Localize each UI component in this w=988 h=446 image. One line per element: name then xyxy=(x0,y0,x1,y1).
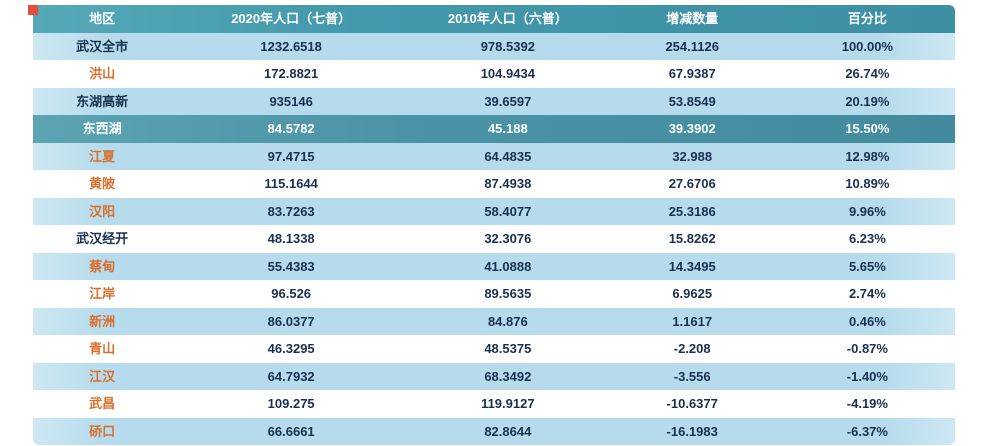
cell-change: 1.1617 xyxy=(672,313,713,329)
cell-change: -16.1983 xyxy=(666,423,718,439)
table-row: 江岸 96.526 89.5635 6.9625 2.74% xyxy=(33,280,955,308)
cell-percent: 5.65% xyxy=(848,258,886,274)
cell-pop-2020: 84.5782 xyxy=(267,121,315,136)
cell-region: 江岸 xyxy=(89,286,116,301)
cell-region: 东西湖 xyxy=(82,121,122,136)
cell-percent: 20.19% xyxy=(845,93,890,109)
cell-pop-2010: 39.6597 xyxy=(484,93,532,109)
cell-change: -2.208 xyxy=(673,341,711,356)
cell-percent: 9.96% xyxy=(848,203,886,219)
table-row: 武昌 109.275 119.9127 -10.6377 -4.19% xyxy=(33,390,955,418)
table-row: 武汉全市 1232.6518 978.5392 254.1126 100.00% xyxy=(33,32,955,60)
legend-marker-red-square xyxy=(28,5,38,15)
cell-percent: 0.46% xyxy=(848,313,886,329)
cell-pop-2010: 104.9434 xyxy=(480,66,535,81)
cell-region: 硚口 xyxy=(89,423,116,439)
cell-region: 武汉全市 xyxy=(76,38,129,54)
cell-pop-2020: 935146 xyxy=(269,93,313,109)
cell-pop-2010: 978.5392 xyxy=(480,38,535,54)
header-percent: 百分比 xyxy=(847,11,887,26)
cell-change: 254.1126 xyxy=(665,38,719,54)
cell-percent: 15.50% xyxy=(845,121,890,136)
cell-region: 汉阳 xyxy=(89,203,116,219)
cell-change: 39.3902 xyxy=(668,121,716,136)
cell-region: 东湖高新 xyxy=(76,93,129,109)
cell-pop-2010: 87.4938 xyxy=(484,176,532,191)
cell-region: 武汉经开 xyxy=(76,231,129,246)
cell-region: 蔡甸 xyxy=(89,258,116,274)
cell-pop-2010: 82.8644 xyxy=(484,423,532,439)
cell-change: -10.6377 xyxy=(666,396,718,411)
cell-change: -3.556 xyxy=(673,368,711,384)
cell-pop-2020: 96.526 xyxy=(271,286,312,301)
cell-percent: -6.37% xyxy=(846,423,888,439)
cell-percent: -4.19% xyxy=(846,396,888,411)
cell-pop-2010: 32.3076 xyxy=(484,231,532,246)
cell-pop-2020: 55.4383 xyxy=(267,258,315,274)
table-row: 洪山 172.8821 104.9434 67.9387 26.74% xyxy=(33,60,955,88)
cell-percent: -1.40% xyxy=(846,368,888,384)
cell-pop-2020: 46.3295 xyxy=(267,341,315,356)
table-row: 东湖高新 935146 39.6597 53.8549 20.19% xyxy=(33,87,955,115)
table-row: 黄陂 115.1644 87.4938 27.6706 10.89% xyxy=(33,170,955,198)
cell-region: 新洲 xyxy=(89,313,116,329)
cell-percent: 26.74% xyxy=(845,66,890,81)
cell-pop-2020: 115.1644 xyxy=(264,176,318,191)
cell-pop-2020: 48.1338 xyxy=(267,231,315,246)
table-row: 硚口 66.6661 82.8644 -16.1983 -6.37% xyxy=(33,417,955,445)
table-row: 汉阳 83.7263 58.4077 25.3186 9.96% xyxy=(33,197,955,225)
table-row: 青山 46.3295 48.5375 -2.208 -0.87% xyxy=(33,335,955,363)
table-row: 蔡甸 55.4383 41.0888 14.3495 5.65% xyxy=(33,252,955,280)
cell-percent: 100.00% xyxy=(841,38,894,54)
table-header-row: 地区 2020年人口（七普） 2010年人口（六普） 增减数量 百分比 xyxy=(33,5,955,33)
header-region: 地区 xyxy=(89,11,116,26)
cell-region: 黄陂 xyxy=(89,176,116,191)
cell-change: 25.3186 xyxy=(668,203,716,219)
cell-pop-2020: 97.4715 xyxy=(267,148,315,164)
table-body: 武汉全市 1232.6518 978.5392 254.1126 100.00%… xyxy=(33,32,955,445)
cell-pop-2020: 66.6661 xyxy=(267,423,315,439)
table-row: 东西湖 84.5782 45.188 39.3902 15.50% xyxy=(33,115,955,143)
cell-pop-2020: 1232.6518 xyxy=(260,38,322,54)
cell-percent: 12.98% xyxy=(845,148,890,164)
cell-pop-2010: 68.3492 xyxy=(484,368,532,384)
cell-percent: 2.74% xyxy=(848,286,886,301)
cell-pop-2020: 109.275 xyxy=(267,396,315,411)
cell-pop-2020: 64.7932 xyxy=(267,368,315,384)
cell-pop-2020: 86.0377 xyxy=(267,313,315,329)
population-comparison-table: 地区 2020年人口（七普） 2010年人口（六普） 增减数量 百分比 武汉全市… xyxy=(33,5,955,445)
cell-change: 14.3495 xyxy=(668,258,716,274)
header-pop-2010: 2010年人口（六普） xyxy=(447,11,568,26)
cell-region: 江夏 xyxy=(89,148,116,164)
cell-region: 江汉 xyxy=(89,368,116,384)
cell-pop-2010: 64.4835 xyxy=(484,148,532,164)
cell-change: 6.9625 xyxy=(672,286,713,301)
cell-region: 武昌 xyxy=(89,396,116,411)
cell-change: 15.8262 xyxy=(668,231,716,246)
cell-pop-2010: 84.876 xyxy=(487,313,528,329)
cell-percent: 6.23% xyxy=(848,231,886,246)
cell-change: 32.988 xyxy=(672,148,713,164)
cell-pop-2020: 172.8821 xyxy=(264,66,319,81)
table-row: 江汉 64.7932 68.3492 -3.556 -1.40% xyxy=(33,362,955,390)
cell-region: 洪山 xyxy=(89,66,116,81)
cell-pop-2010: 41.0888 xyxy=(484,258,532,274)
cell-change: 67.9387 xyxy=(668,66,716,81)
header-pop-2020: 2020年人口（七普） xyxy=(231,11,352,26)
cell-region: 青山 xyxy=(89,341,116,356)
cell-pop-2010: 58.4077 xyxy=(484,203,532,219)
cell-change: 53.8549 xyxy=(668,93,716,109)
table-row: 武汉经开 48.1338 32.3076 15.8262 6.23% xyxy=(33,225,955,253)
cell-pop-2020: 83.7263 xyxy=(267,203,315,219)
cell-pop-2010: 45.188 xyxy=(487,121,528,136)
header-change: 增减数量 xyxy=(666,11,719,26)
cell-change: 27.6706 xyxy=(668,176,716,191)
cell-percent: 10.89% xyxy=(845,176,890,191)
cell-pop-2010: 89.5635 xyxy=(484,286,532,301)
table-row: 新洲 86.0377 84.876 1.1617 0.46% xyxy=(33,307,955,335)
cell-percent: -0.87% xyxy=(846,341,888,356)
table-row: 江夏 97.4715 64.4835 32.988 12.98% xyxy=(33,142,955,170)
cell-pop-2010: 48.5375 xyxy=(484,341,532,356)
cell-pop-2010: 119.9127 xyxy=(481,396,535,411)
